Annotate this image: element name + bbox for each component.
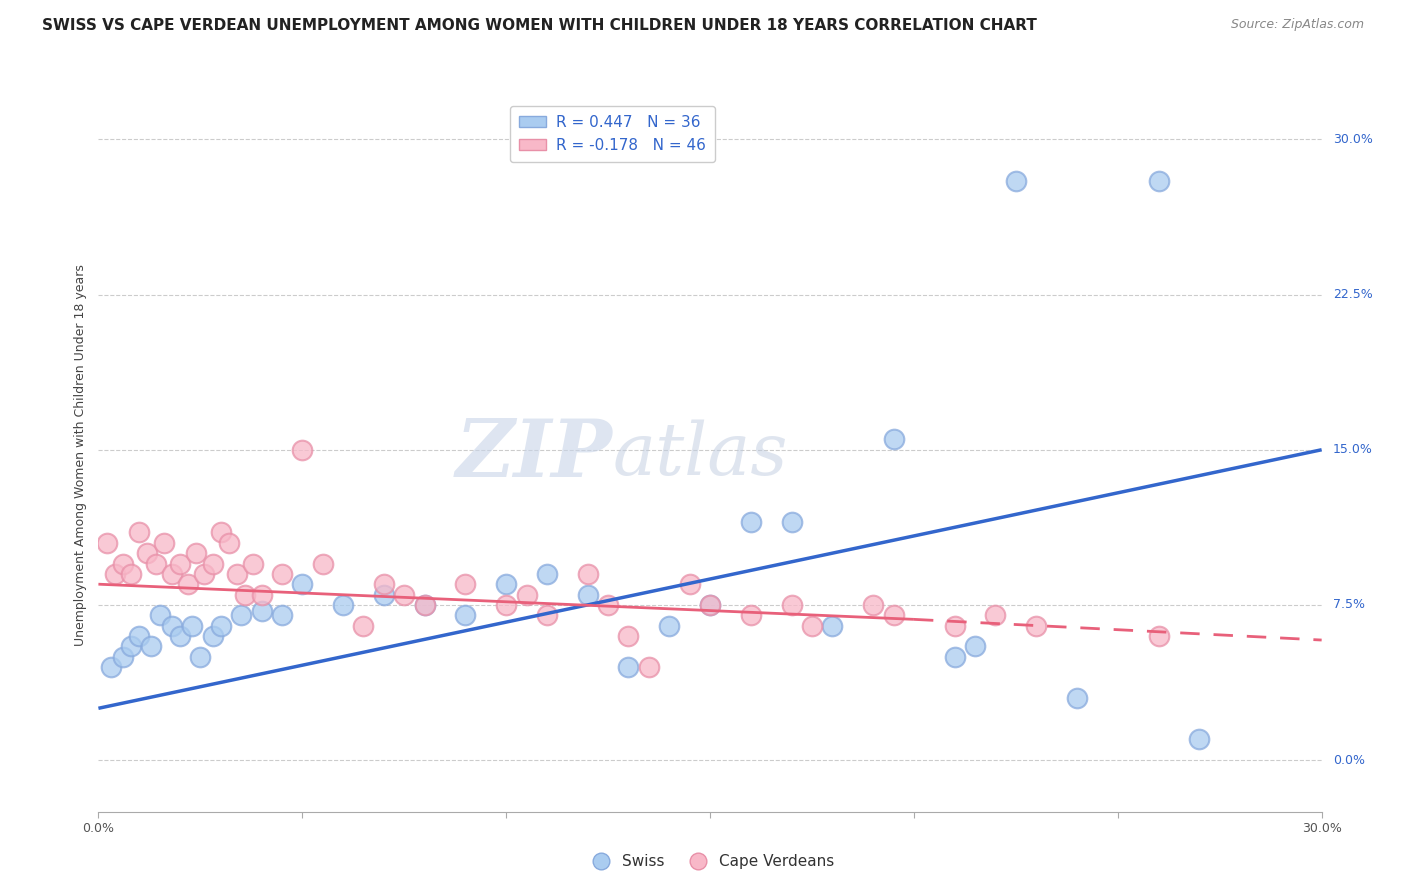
Point [801, 618, 824, 632]
Point [188, 649, 212, 664]
Point [740, 515, 762, 529]
Point [658, 618, 681, 632]
Point [495, 577, 517, 591]
Point [233, 588, 256, 602]
Y-axis label: Unemployment Among Women with Children Under 18 years: Unemployment Among Women with Children U… [75, 264, 87, 646]
Point [373, 577, 395, 591]
Point [576, 566, 599, 581]
Point [218, 536, 240, 550]
Point [201, 629, 224, 643]
Point [128, 629, 150, 643]
Point [1147, 174, 1170, 188]
Point [576, 588, 599, 602]
Point [495, 598, 517, 612]
Point [160, 618, 183, 632]
Point [821, 618, 844, 632]
Point [177, 577, 200, 591]
Legend: Swiss, Cape Verdeans: Swiss, Cape Verdeans [579, 848, 841, 875]
Point [242, 557, 264, 571]
Point [883, 433, 905, 447]
Point [596, 598, 619, 612]
Point [291, 442, 314, 457]
Point [209, 618, 232, 632]
Point [617, 629, 640, 643]
Point [186, 546, 208, 560]
Point [699, 598, 721, 612]
Point [332, 598, 354, 612]
Point [862, 598, 884, 612]
Point [454, 577, 477, 591]
Point [536, 566, 558, 581]
Point [1004, 174, 1026, 188]
Text: ZIP: ZIP [456, 417, 612, 493]
Text: SWISS VS CAPE VERDEAN UNEMPLOYMENT AMONG WOMEN WITH CHILDREN UNDER 18 YEARS CORR: SWISS VS CAPE VERDEAN UNEMPLOYMENT AMONG… [42, 18, 1038, 33]
Point [1066, 690, 1088, 705]
Point [413, 598, 436, 612]
Point [516, 588, 538, 602]
Point [780, 598, 803, 612]
Point [120, 639, 142, 653]
Point [740, 608, 762, 623]
Point [169, 629, 191, 643]
Point [984, 608, 1007, 623]
Text: 22.5%: 22.5% [1333, 288, 1372, 301]
Point [1025, 618, 1047, 632]
Point [128, 525, 150, 540]
Text: Source: ZipAtlas.com: Source: ZipAtlas.com [1230, 18, 1364, 31]
Point [965, 639, 987, 653]
Point [226, 566, 249, 581]
Point [201, 557, 224, 571]
Point [780, 515, 803, 529]
Point [141, 639, 163, 653]
Point [699, 598, 721, 612]
Point [111, 557, 134, 571]
Point [149, 608, 172, 623]
Point [1188, 732, 1211, 747]
Point [111, 649, 134, 664]
Point [1147, 629, 1170, 643]
Point [617, 660, 640, 674]
Point [136, 546, 159, 560]
Point [104, 566, 127, 581]
Point [413, 598, 436, 612]
Text: atlas: atlas [612, 419, 787, 491]
Point [193, 566, 215, 581]
Point [291, 577, 314, 591]
Point [883, 608, 905, 623]
Point [454, 608, 477, 623]
Point [231, 608, 253, 623]
Point [679, 577, 702, 591]
Point [209, 525, 232, 540]
Text: 7.5%: 7.5% [1333, 599, 1365, 611]
Point [943, 649, 966, 664]
Point [637, 660, 661, 674]
Point [943, 618, 966, 632]
Text: 0.0%: 0.0% [1333, 754, 1365, 766]
Point [536, 608, 558, 623]
Point [392, 588, 416, 602]
Point [270, 608, 294, 623]
Point [250, 588, 273, 602]
Text: 30.0%: 30.0% [1333, 133, 1372, 146]
Text: 15.0%: 15.0% [1333, 443, 1372, 456]
Point [181, 618, 204, 632]
Point [312, 557, 335, 571]
Point [160, 566, 183, 581]
Point [145, 557, 167, 571]
Point [152, 536, 174, 550]
Point [96, 536, 118, 550]
Point [169, 557, 191, 571]
Point [373, 588, 395, 602]
Point [270, 566, 294, 581]
Point [352, 618, 374, 632]
Point [250, 604, 273, 618]
Point [120, 566, 142, 581]
Point [100, 660, 122, 674]
